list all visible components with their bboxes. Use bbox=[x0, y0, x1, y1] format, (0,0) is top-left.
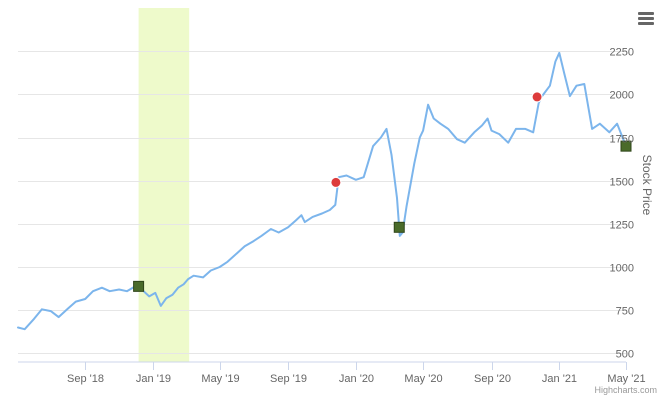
menu-icon-bar bbox=[638, 22, 654, 25]
x-tick-label: Jan '21 bbox=[542, 373, 577, 385]
marker-layer bbox=[133, 91, 632, 292]
green-square-marker[interactable] bbox=[393, 221, 405, 233]
x-tick-label: May '19 bbox=[201, 373, 239, 385]
y-tick-label: 2250 bbox=[610, 47, 634, 59]
x-tick-label: Sep '20 bbox=[474, 373, 511, 385]
hamburger-menu-icon[interactable] bbox=[638, 12, 654, 25]
credits-link[interactable]: Highcharts.com bbox=[594, 385, 657, 395]
x-tick-label: May '21 bbox=[607, 373, 645, 385]
green-square-marker[interactable] bbox=[620, 140, 632, 152]
y-tick-label: 1250 bbox=[610, 220, 634, 232]
y-tick-label: 2000 bbox=[610, 90, 634, 102]
menu-button[interactable] bbox=[635, 9, 657, 29]
y-axis-title: Stock Price bbox=[640, 155, 654, 216]
y-tick-label: 1750 bbox=[610, 134, 634, 146]
x-axis-ticks: Sep '18 Jan '19 May '19 Sep '19 Jan '20 May '… bbox=[67, 362, 646, 385]
gridlines bbox=[18, 51, 626, 354]
y-tick-label: 500 bbox=[616, 349, 634, 361]
highlight-band bbox=[138, 8, 190, 362]
x-tick-label: Jan '19 bbox=[136, 373, 171, 385]
red-circle-marker[interactable] bbox=[330, 176, 342, 188]
x-tick-label: Jan '20 bbox=[339, 373, 374, 385]
x-tick-label: May '20 bbox=[404, 373, 442, 385]
green-square-marker[interactable] bbox=[133, 280, 145, 292]
x-tick-label: Sep '18 bbox=[67, 373, 104, 385]
menu-icon-bar bbox=[638, 17, 654, 20]
x-tick-label: Sep '19 bbox=[270, 373, 307, 385]
highlight-band-layer bbox=[138, 8, 190, 362]
y-tick-label: 1500 bbox=[610, 177, 634, 189]
red-circle-marker[interactable] bbox=[531, 91, 543, 103]
y-tick-label: 1000 bbox=[610, 263, 634, 275]
y-axis-tick-labels: 500 750 1000 1250 1500 1750 2000 2250 bbox=[610, 47, 634, 361]
y-tick-label: 750 bbox=[616, 306, 634, 318]
menu-icon-bar bbox=[638, 12, 654, 15]
